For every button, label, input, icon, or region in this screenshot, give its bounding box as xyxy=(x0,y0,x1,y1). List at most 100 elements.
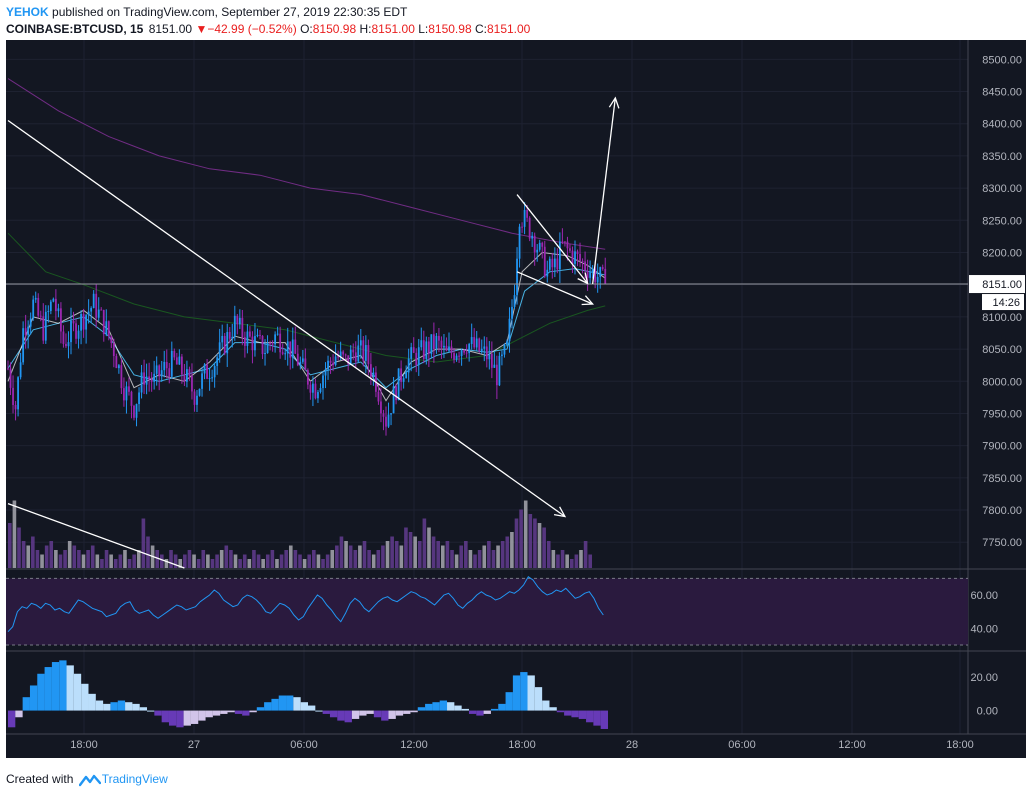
candle-body xyxy=(12,387,14,406)
candle-body xyxy=(548,258,551,270)
price-tick-label: 8350.00 xyxy=(982,151,1022,163)
candle-body xyxy=(523,209,526,227)
candle-body xyxy=(589,272,592,278)
candle-body xyxy=(206,364,208,379)
volume-bar xyxy=(284,550,288,568)
candle-body xyxy=(133,405,135,418)
arrowhead-wedge_lower xyxy=(581,295,595,306)
histogram-bar xyxy=(8,710,16,728)
candle-body xyxy=(417,347,420,366)
price-chart[interactable]: 7750.00 7800.00 7850.00 7900.00 7950.00 8000.… xyxy=(0,40,1032,764)
histogram-bar xyxy=(168,710,177,726)
time-tick-label: 18:00 xyxy=(508,739,536,751)
candle-body xyxy=(312,383,314,393)
candle-body xyxy=(67,342,70,347)
histogram-bar xyxy=(410,710,418,713)
histogram-bar xyxy=(395,710,404,716)
open-value: 8150.98 xyxy=(312,22,357,36)
candle-body xyxy=(543,246,546,277)
candle-body xyxy=(148,376,151,380)
volume-bar xyxy=(316,554,321,568)
candle-body xyxy=(324,369,327,376)
histogram-bar xyxy=(271,698,279,711)
volume-bar xyxy=(155,550,160,568)
histogram-bar xyxy=(476,710,484,716)
candle-body xyxy=(186,369,188,382)
volume-bar xyxy=(169,550,173,568)
candle-body xyxy=(495,364,498,386)
volume-bar xyxy=(417,541,422,568)
candle-body xyxy=(329,360,332,363)
close-label: C: xyxy=(474,22,487,36)
candle-body xyxy=(178,356,181,365)
arrowhead-wedge_upper xyxy=(577,272,589,285)
volume-bar xyxy=(519,509,523,568)
candle-body xyxy=(564,241,566,243)
candle-body xyxy=(601,267,604,269)
volume-bar xyxy=(35,550,40,568)
price-tick-label: 8300.00 xyxy=(982,183,1022,195)
candle-body xyxy=(339,351,342,358)
candle-body xyxy=(390,413,392,415)
candle-body xyxy=(123,388,125,401)
histogram-bar xyxy=(329,710,338,718)
candle-body xyxy=(304,358,307,371)
price-tick-label: 8250.00 xyxy=(982,215,1022,227)
histogram-bar xyxy=(337,710,345,721)
tradingview-brand[interactable]: TradingView xyxy=(101,772,168,786)
volume-bar xyxy=(427,527,431,568)
candle-body xyxy=(80,313,82,331)
volume-bar xyxy=(252,550,256,568)
volume-bar xyxy=(422,518,427,568)
volume-bar xyxy=(298,554,302,568)
time-tick-label: 06:00 xyxy=(728,739,756,751)
candle-body xyxy=(465,352,468,354)
histogram-bar xyxy=(212,710,221,716)
candle-body xyxy=(165,361,168,369)
histogram-bar xyxy=(498,703,506,711)
candle-body xyxy=(218,342,221,358)
candle-body xyxy=(75,323,77,339)
candle-body xyxy=(432,334,435,350)
volume-bar xyxy=(307,554,312,568)
histogram-bar xyxy=(66,665,74,711)
histogram-bar xyxy=(308,705,316,711)
candle-body xyxy=(70,320,72,343)
candle-body xyxy=(125,386,128,401)
candle-body xyxy=(62,331,65,344)
volume-bar xyxy=(288,545,293,568)
candle-body xyxy=(279,333,282,353)
candle-body xyxy=(211,377,214,379)
time-tick-label: 12:00 xyxy=(838,739,866,751)
countdown-tag xyxy=(982,294,1024,311)
candle-body xyxy=(198,388,201,396)
volume-bar xyxy=(302,559,307,568)
candle-body xyxy=(528,217,531,239)
volume-bar xyxy=(413,536,417,568)
volume-bar xyxy=(394,541,399,568)
histogram-bar xyxy=(366,710,374,714)
candle-body xyxy=(468,343,471,354)
candle-body xyxy=(201,373,203,389)
volume-bar xyxy=(528,514,533,568)
candle-body xyxy=(460,349,463,357)
histogram-bar xyxy=(417,707,426,711)
price-tick-label: 8200.00 xyxy=(982,247,1022,259)
volume-bar xyxy=(31,536,35,568)
author-name[interactable]: YEHOK xyxy=(6,5,49,19)
candle-body xyxy=(599,267,602,277)
candle-body xyxy=(412,347,415,353)
last-price: 8151.00 xyxy=(148,22,193,36)
histogram-bar xyxy=(512,675,521,711)
candle-body xyxy=(422,340,425,360)
volume-bar xyxy=(487,541,491,568)
volume-bar xyxy=(537,523,542,568)
down-triangle-icon: ▼ xyxy=(195,22,208,36)
candle-body xyxy=(485,346,488,360)
candle-body xyxy=(556,258,559,270)
symbol-info: COINBASE:BTCUSD, 15 8151.00 ▼−42.99 (−0.… xyxy=(6,22,530,36)
candle-body xyxy=(440,340,443,348)
candle-body xyxy=(569,248,571,251)
volume-bar xyxy=(104,550,109,568)
candle-body xyxy=(243,337,246,346)
